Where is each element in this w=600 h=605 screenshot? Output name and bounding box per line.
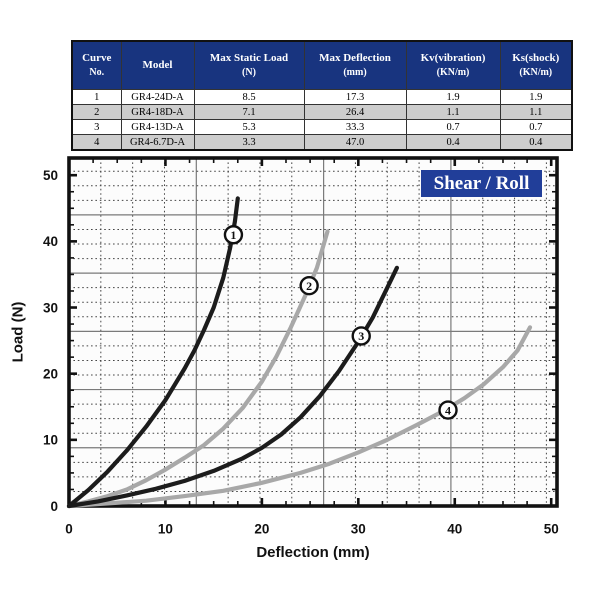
column-header: Kv(vibration) (KN/m)	[405, 40, 501, 90]
y-tick-label: 50	[43, 168, 58, 183]
table-cell: GR4-13D-A	[120, 119, 195, 135]
table-row: 2 GR4-18D-A 7.1 26.4 1.1 1.1	[71, 104, 573, 120]
y-tick-label: 30	[43, 300, 58, 315]
x-tick-label: 30	[351, 522, 366, 537]
table-cell: 1.9	[405, 89, 501, 105]
table-cell: GR4-18D-A	[120, 104, 195, 120]
curve-2-label-number: 2	[306, 279, 312, 293]
column-header-line2: No.	[89, 67, 105, 78]
column-header-line2: (KN/m)	[519, 67, 553, 78]
curve-2-path	[66, 229, 330, 509]
table-cell: 0.7	[405, 119, 501, 135]
table-row: 4 GR4-6.7D-A 3.3 47.0 0.4 0.4	[71, 134, 573, 151]
table-cell: 5.3	[193, 119, 305, 135]
x-tick-label: 50	[544, 522, 559, 537]
curve-4-label-number: 4	[445, 403, 451, 417]
column-header-line1: Model	[142, 59, 173, 71]
table-cell: 1.9	[499, 89, 573, 105]
chart-legend: Shear / Roll	[421, 170, 542, 197]
table-cell: 1.1	[499, 104, 573, 120]
table-cell: 7.1	[193, 104, 305, 120]
column-header-line2: (N)	[242, 67, 256, 78]
y-tick-label: 10	[43, 433, 58, 448]
column-header-line2: (KN/m)	[436, 67, 470, 78]
column-header: Ks(shock) (KN/m)	[499, 40, 573, 90]
table-cell: 8.5	[193, 89, 305, 105]
x-axis-title: Deflection (mm)	[256, 544, 370, 561]
table-cell: 3.3	[193, 134, 305, 151]
column-header-line1: Max Deflection	[319, 52, 391, 64]
column-header: Model	[120, 40, 195, 90]
table-cell: 47.0	[303, 134, 407, 151]
curve-1-label-number: 1	[230, 228, 236, 242]
table-cell: GR4-24D-A	[120, 89, 195, 105]
table-cell: 2	[71, 104, 122, 120]
y-tick-label: 40	[43, 234, 58, 249]
spec-table: Curve No. Model Max Static Load (N) Max Defle…	[71, 40, 573, 151]
curve-4-path	[66, 325, 533, 509]
table-cell: 33.3	[303, 119, 407, 135]
table-cell: 0.7	[499, 119, 573, 135]
x-tick-label: 40	[447, 522, 462, 537]
curve-1-label-circle	[223, 225, 244, 245]
curve-4-label-circle	[438, 400, 458, 420]
curve-2-label-circle	[299, 275, 319, 296]
column-header: Max Static Load (N)	[193, 40, 305, 90]
plot-background	[69, 158, 557, 506]
table-cell: 0.4	[405, 134, 501, 151]
x-tick-label: 10	[158, 522, 173, 537]
table-row: 3 GR4-13D-A 5.3 33.3 0.7 0.7	[71, 119, 573, 135]
table-cell: 4	[71, 134, 122, 151]
y-tick-label: 20	[43, 366, 58, 381]
plot-frame	[67, 156, 559, 508]
table-cell: GR4-6.7D-A	[120, 134, 195, 151]
column-header-line1: Max Static Load	[209, 52, 289, 64]
column-header-line1: Curve	[82, 52, 112, 64]
column-header-line1: Ks(shock)	[512, 52, 560, 64]
curve-3-label-number: 3	[358, 329, 364, 343]
column-header: Max Deflection (mm)	[303, 40, 407, 90]
x-tick-label: 20	[254, 522, 269, 537]
column-header-line2: (mm)	[343, 67, 367, 78]
curve-1-path	[66, 196, 240, 509]
x-tick-label: 0	[65, 522, 73, 537]
table-cell: 0.4	[499, 134, 573, 151]
column-header-line1: Kv(vibration)	[420, 52, 486, 64]
table-head-row: Curve No. Model Max Static Load (N) Max Defle…	[71, 40, 573, 90]
table-head: Curve No. Model Max Static Load (N) Max Defle…	[71, 40, 573, 90]
y-axis-title: Load (N)	[9, 301, 27, 363]
curve-3-label-circle	[351, 326, 371, 346]
y-tick-label: 0	[50, 499, 58, 514]
table-body: 1 GR4-24D-A 8.5 17.3 1.9 1.9 2 GR4-18D-A 7.1 26.4…	[71, 89, 573, 151]
